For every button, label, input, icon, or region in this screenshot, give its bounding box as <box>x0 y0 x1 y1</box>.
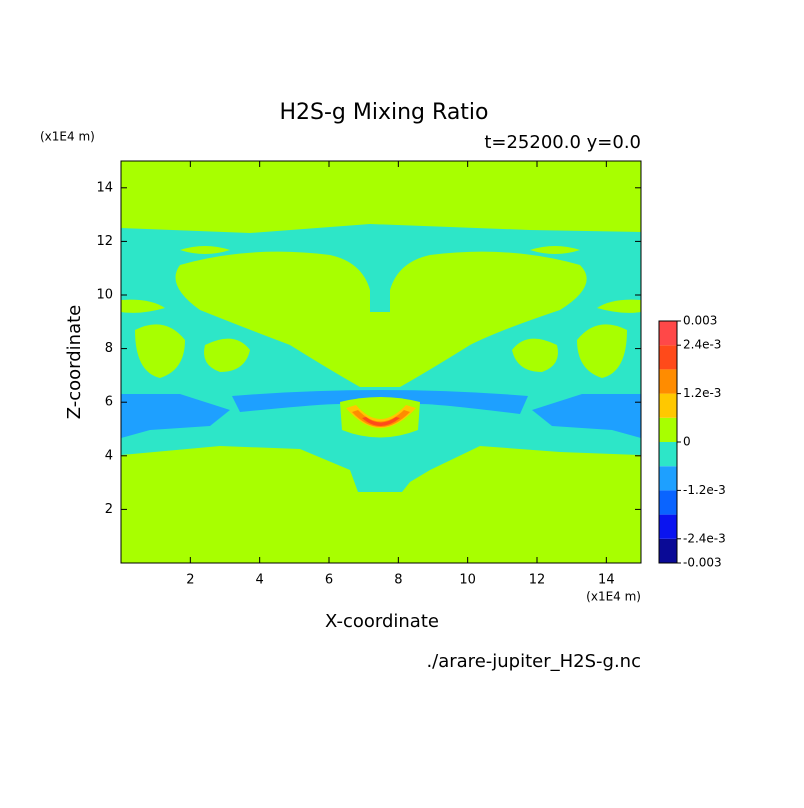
x-tick-label: 10 <box>459 573 476 588</box>
contour-region <box>121 299 165 313</box>
plot-area: 2 4 6 8 10 12 14 2 4 6 8 10 12 14 <box>96 160 642 588</box>
colorbar-segment <box>659 514 677 539</box>
colorbar-segment <box>659 345 677 370</box>
x-unit: (x1E4 m) <box>586 590 641 604</box>
colorbar-tick-label: 0 <box>683 435 691 449</box>
contour-region <box>346 405 416 428</box>
contour-region <box>135 324 185 378</box>
colorbar-segment <box>659 321 677 346</box>
x-tick-label: 8 <box>394 573 402 588</box>
x-tick-label: 6 <box>325 573 333 588</box>
contour-region <box>512 338 558 372</box>
y-tick-label: 12 <box>96 234 113 249</box>
y-unit: (x1E4 m) <box>40 130 95 144</box>
colorbar-segment <box>659 442 677 467</box>
x-tick-label: 14 <box>598 573 615 588</box>
colorbar-segment <box>659 369 677 394</box>
y-tick-label: 10 <box>96 288 113 303</box>
y-tick-label: 4 <box>105 448 113 463</box>
contour-region <box>597 299 641 313</box>
x-tick-label: 12 <box>529 573 546 588</box>
contour-region <box>340 397 420 438</box>
contour-region <box>532 394 641 438</box>
contour-region <box>362 417 400 426</box>
colorbar-tick-label: -2.4e-3 <box>683 531 726 545</box>
colorbar-tick-label: -1.2e-3 <box>683 483 726 497</box>
contour-field <box>121 161 641 563</box>
colorbar-segment <box>659 417 677 442</box>
y-tick-label: 2 <box>105 502 113 517</box>
plot-frame <box>120 160 642 564</box>
contour-region <box>352 410 410 427</box>
y-axis-title: Z-coordinate <box>64 305 85 420</box>
source-label: ./arare-jupiter_H2S-g.nc <box>426 651 641 672</box>
colorbar-segment <box>659 393 677 418</box>
contour-region <box>175 251 587 387</box>
x-tick-label: 4 <box>256 573 264 588</box>
chart-subtitle: t=25200.0 y=0.0 <box>484 132 641 153</box>
contour-region <box>530 246 580 254</box>
x-tick-label: 2 <box>186 573 194 588</box>
contour-region <box>577 324 627 378</box>
contour-region <box>121 394 230 438</box>
x-axis-title: X-coordinate <box>325 611 439 632</box>
chart-title: H2S-g Mixing Ratio <box>279 100 488 125</box>
y-tick-label: 8 <box>105 341 113 356</box>
colorbar-segment <box>659 466 677 491</box>
colorbar-tick-label: 1.2e-3 <box>683 386 721 400</box>
colorbar-tick-label: 0.003 <box>683 314 717 328</box>
colorbar-segment <box>659 538 677 563</box>
colorbar-tick-label: 2.4e-3 <box>683 338 721 352</box>
y-tick-label: 6 <box>105 395 113 410</box>
colorbar-segment <box>659 490 677 515</box>
contour-region <box>180 246 230 254</box>
colorbar-tick-label: -0.003 <box>683 556 722 570</box>
y-tick-label: 14 <box>96 180 113 195</box>
contour-region <box>204 338 250 372</box>
colorbar: -0.003 -2.4e-3 -1.2e-3 0 1.2e-3 2.4e-3 0.003 <box>658 314 726 570</box>
